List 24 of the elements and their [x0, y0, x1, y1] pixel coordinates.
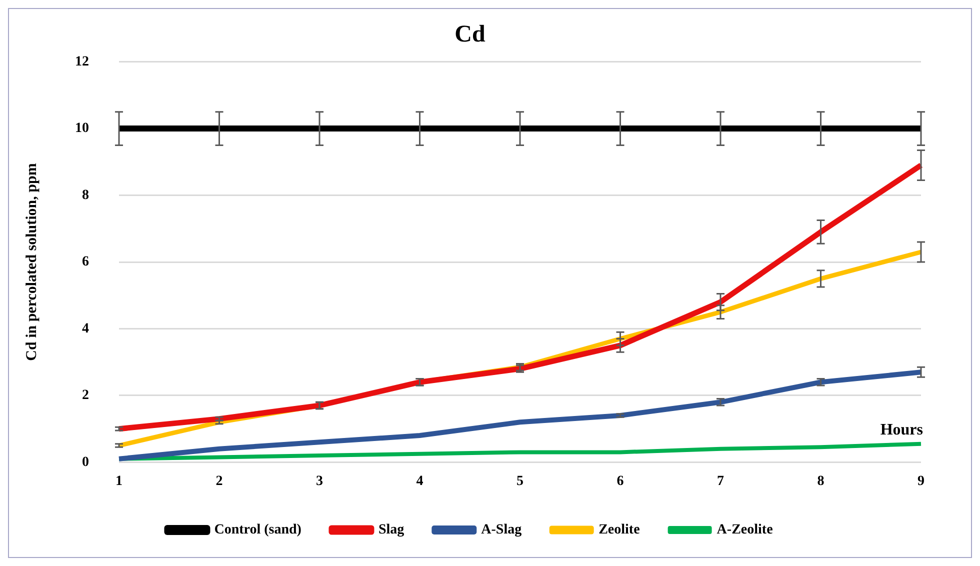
chart-title: Cd: [454, 22, 486, 48]
x-tick-label: 2: [216, 474, 223, 490]
x-tick-label: 7: [717, 474, 724, 490]
x-tick-label: 8: [817, 474, 824, 490]
legend-label: Slag: [378, 522, 404, 538]
legend-label: A-Slag: [481, 522, 522, 538]
x-tick-label: 3: [316, 474, 323, 490]
y-axis-title: Cd in percolated solution, ppm: [24, 162, 40, 361]
y-tick-label: 8: [82, 188, 89, 203]
x-tick-label: 9: [918, 474, 924, 490]
legend-label: Control (sand): [214, 522, 302, 538]
y-tick-label: 0: [82, 454, 89, 470]
legend-label: A-Zeolite: [716, 522, 773, 538]
x-tick-label: 6: [616, 474, 624, 490]
x-tick-label: 4: [416, 474, 424, 490]
y-tick-label: 2: [82, 388, 89, 404]
legend-label: Zeolite: [598, 522, 640, 538]
y-tick-label: 10: [75, 121, 89, 136]
y-tick-label: 6: [82, 254, 89, 270]
y-tick-label: 4: [82, 321, 89, 336]
x-axis-title: Hours: [880, 421, 923, 438]
x-tick-label: 1: [116, 474, 122, 490]
x-tick-label: 5: [516, 474, 524, 490]
y-tick-label: 12: [75, 54, 89, 70]
